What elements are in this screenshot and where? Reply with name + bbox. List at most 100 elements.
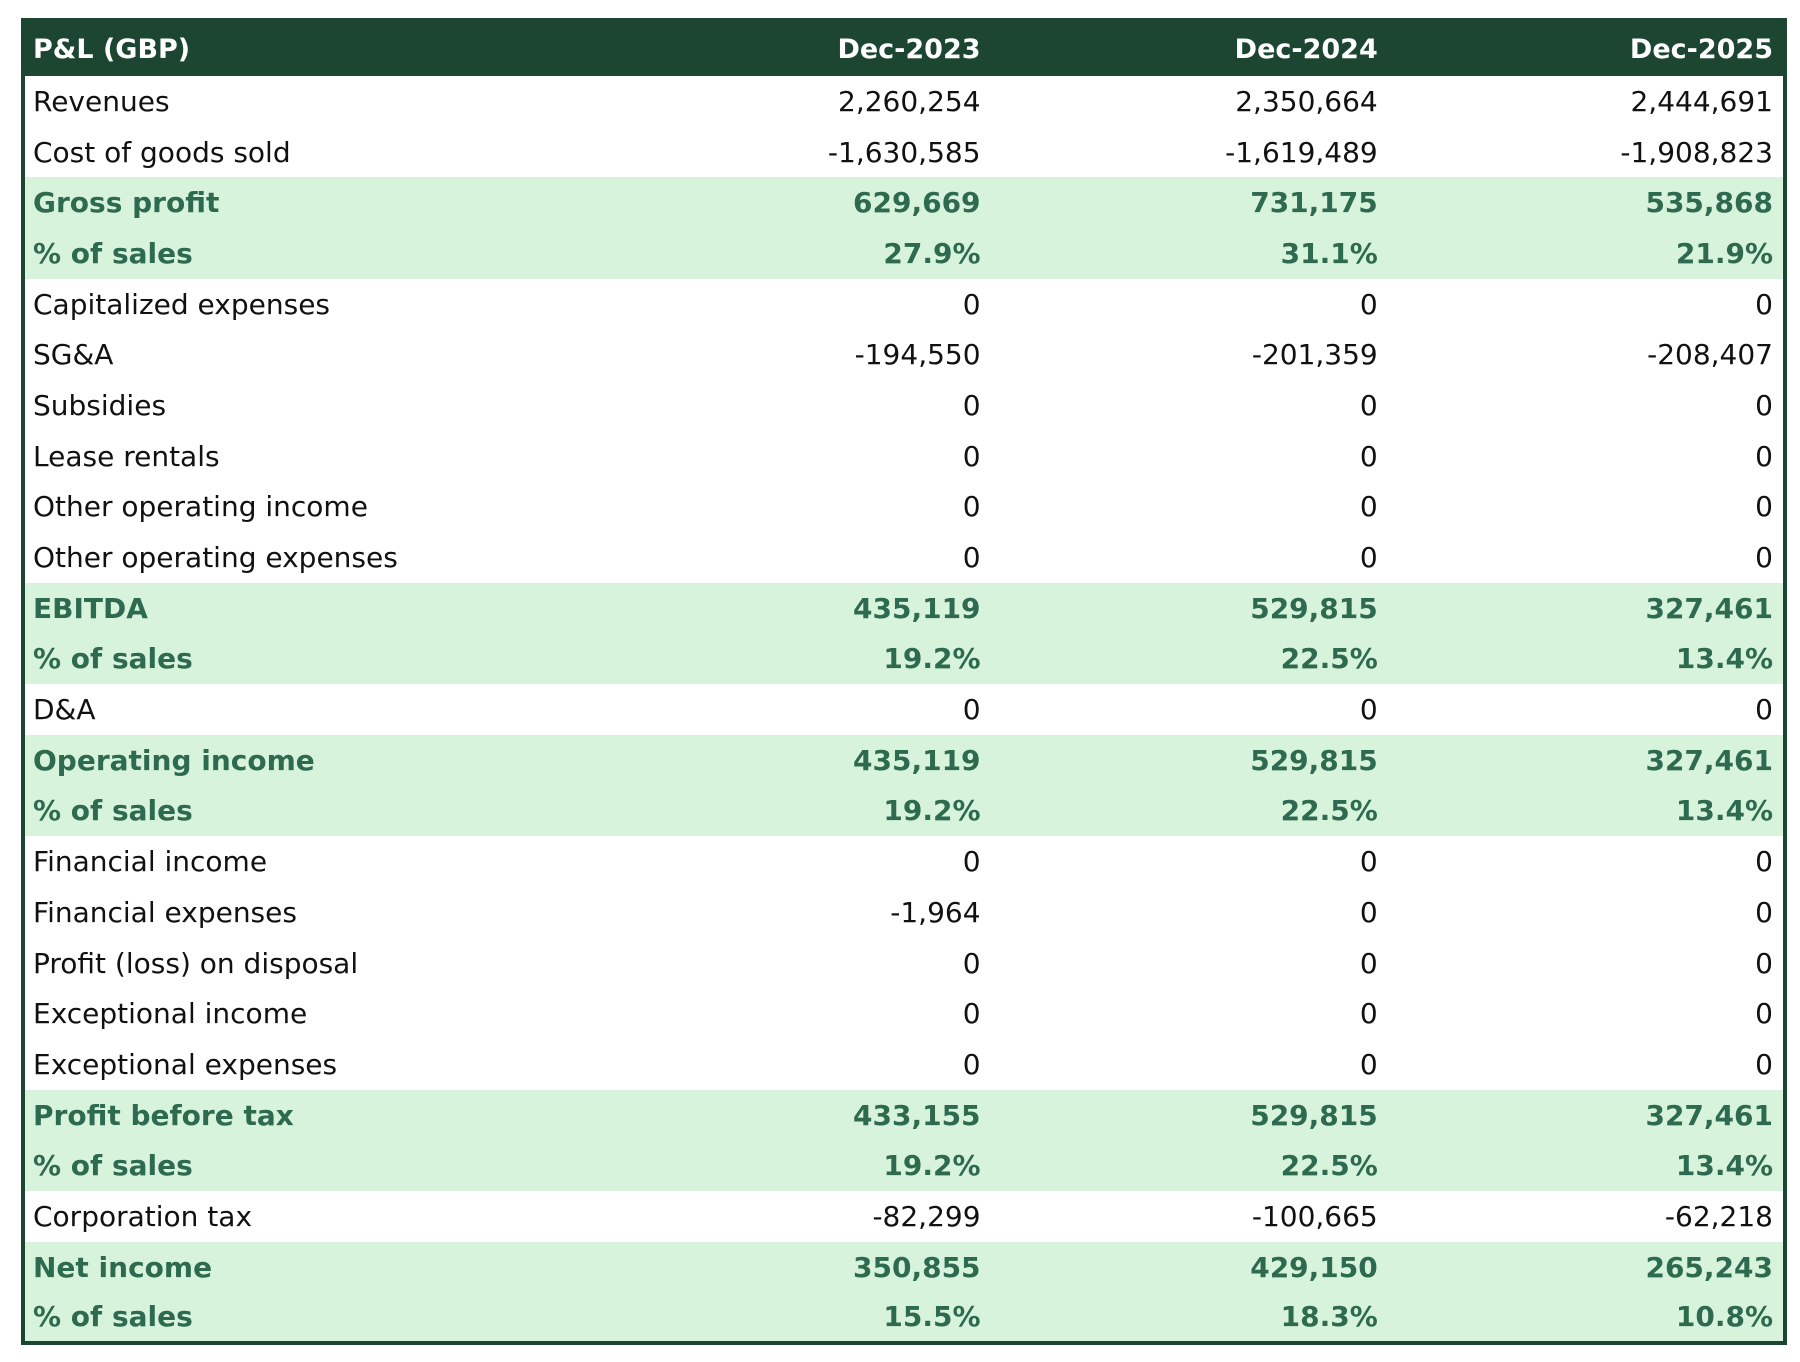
row-value-period-1: 0: [593, 532, 991, 583]
row-value-period-1: -82,299: [593, 1191, 991, 1242]
row-value-period-1: 0: [593, 988, 991, 1040]
row-label: D&A: [23, 684, 594, 735]
row-value-period-2: 0: [990, 481, 1388, 533]
row-value-period-3: 0: [1387, 887, 1785, 938]
row-value-period-1: -1,630,585: [593, 126, 991, 178]
table-row: Corporation tax -82,299 -100,665 -62,218: [23, 1191, 1785, 1242]
row-value-period-1: 0: [593, 430, 991, 482]
row-value-period-1: 19.2%: [593, 1140, 991, 1192]
table-row-highlighted: % of sales 19.2% 22.5% 13.4%: [23, 785, 1785, 837]
table-row-highlighted: % of sales 19.2% 22.5% 13.4%: [23, 633, 1785, 685]
row-value-period-1: 0: [593, 684, 991, 735]
row-value-period-2: 429,150: [990, 1241, 1388, 1293]
row-value-period-3: 0: [1387, 532, 1785, 583]
row-label: Operating income: [23, 734, 594, 786]
table-row: SG&A -194,550 -201,359 -208,407: [23, 329, 1785, 381]
row-value-period-3: 10.8%: [1387, 1292, 1785, 1344]
row-label: Net income: [23, 1241, 594, 1293]
row-value-period-2: -1,619,489: [990, 126, 1388, 178]
row-value-period-3: 265,243: [1387, 1241, 1785, 1293]
table-body: Revenues 2,260,254 2,350,664 2,444,691 Cost …: [23, 76, 1785, 1344]
header-period-3: Dec-2025: [1387, 20, 1785, 76]
table-row-highlighted: EBITDA 435,119 529,815 327,461: [23, 582, 1785, 634]
table-row: Cost of goods sold -1,630,585 -1,619,489 -1…: [23, 126, 1785, 178]
row-value-period-1: 0: [593, 481, 991, 533]
row-value-period-3: 327,461: [1387, 734, 1785, 786]
row-value-period-1: -1,964: [593, 887, 991, 938]
row-label: Corporation tax: [23, 1191, 594, 1242]
row-value-period-1: 0: [593, 1039, 991, 1090]
row-value-period-2: 0: [990, 1039, 1388, 1090]
row-value-period-2: 2,350,664: [990, 76, 1388, 127]
table-row-highlighted: % of sales 27.9% 31.1% 21.9%: [23, 228, 1785, 279]
row-value-period-1: 435,119: [593, 582, 991, 634]
row-value-period-2: 731,175: [990, 177, 1388, 229]
row-value-period-1: 27.9%: [593, 228, 991, 279]
table-row: Other operating income 0 0 0: [23, 481, 1785, 533]
row-label: EBITDA: [23, 582, 594, 634]
row-label: Revenues: [23, 76, 594, 127]
row-value-period-3: 0: [1387, 988, 1785, 1040]
row-label: Financial expenses: [23, 887, 594, 938]
table-row: Financial expenses -1,964 0 0: [23, 887, 1785, 938]
header-period-2: Dec-2024: [990, 20, 1388, 76]
row-label: % of sales: [23, 1292, 594, 1344]
table-row: D&A 0 0 0: [23, 684, 1785, 735]
table-row-highlighted: Gross profit 629,669 731,175 535,868: [23, 177, 1785, 229]
row-value-period-3: 13.4%: [1387, 633, 1785, 685]
row-label: Profit (loss) on disposal: [23, 937, 594, 989]
row-label: SG&A: [23, 329, 594, 381]
row-value-period-2: 0: [990, 988, 1388, 1040]
row-value-period-2: 0: [990, 380, 1388, 431]
row-value-period-3: 21.9%: [1387, 228, 1785, 279]
row-label: Exceptional expenses: [23, 1039, 594, 1090]
row-value-period-3: 0: [1387, 1039, 1785, 1090]
table-row-highlighted: % of sales 19.2% 22.5% 13.4%: [23, 1140, 1785, 1192]
row-value-period-3: 0: [1387, 836, 1785, 887]
table-row-highlighted: Operating income 435,119 529,815 327,461: [23, 734, 1785, 786]
row-value-period-3: 13.4%: [1387, 1140, 1785, 1192]
row-label: % of sales: [23, 1140, 594, 1192]
row-value-period-2: 0: [990, 887, 1388, 938]
row-value-period-3: 0: [1387, 380, 1785, 431]
row-value-period-1: 19.2%: [593, 633, 991, 685]
row-value-period-2: 0: [990, 532, 1388, 583]
row-value-period-3: 13.4%: [1387, 785, 1785, 837]
row-label: % of sales: [23, 228, 594, 279]
row-value-period-3: 0: [1387, 684, 1785, 735]
row-value-period-1: 0: [593, 836, 991, 887]
table-row: Capitalized expenses 0 0 0: [23, 278, 1785, 330]
row-value-period-2: 529,815: [990, 734, 1388, 786]
row-label: Capitalized expenses: [23, 278, 594, 330]
row-label: Profit before tax: [23, 1089, 594, 1141]
row-value-period-2: 22.5%: [990, 633, 1388, 685]
row-value-period-3: -1,908,823: [1387, 126, 1785, 178]
row-value-period-3: 0: [1387, 937, 1785, 989]
row-value-period-1: 15.5%: [593, 1292, 991, 1344]
row-value-period-1: 435,119: [593, 734, 991, 786]
table-header-row: P&L (GBP) Dec-2023 Dec-2024 Dec-2025: [23, 20, 1785, 76]
row-label: Other operating income: [23, 481, 594, 533]
table-row: Exceptional expenses 0 0 0: [23, 1039, 1785, 1090]
row-value-period-2: -100,665: [990, 1191, 1388, 1242]
table-row: Other operating expenses 0 0 0: [23, 532, 1785, 583]
row-label: Other operating expenses: [23, 532, 594, 583]
row-value-period-2: 0: [990, 430, 1388, 482]
row-value-period-2: 18.3%: [990, 1292, 1388, 1344]
row-value-period-1: 0: [593, 937, 991, 989]
row-value-period-1: 629,669: [593, 177, 991, 229]
row-value-period-1: 350,855: [593, 1241, 991, 1293]
row-value-period-3: -62,218: [1387, 1191, 1785, 1242]
row-value-period-1: 19.2%: [593, 785, 991, 837]
row-label: Cost of goods sold: [23, 126, 594, 178]
row-value-period-1: 2,260,254: [593, 76, 991, 127]
row-value-period-1: 0: [593, 380, 991, 431]
row-value-period-2: -201,359: [990, 329, 1388, 381]
header-period-1: Dec-2023: [593, 20, 991, 76]
row-label: % of sales: [23, 633, 594, 685]
table-row: Lease rentals 0 0 0: [23, 430, 1785, 482]
row-value-period-1: 0: [593, 278, 991, 330]
row-label: Lease rentals: [23, 430, 594, 482]
table-row: Revenues 2,260,254 2,350,664 2,444,691: [23, 76, 1785, 127]
row-label: Exceptional income: [23, 988, 594, 1040]
